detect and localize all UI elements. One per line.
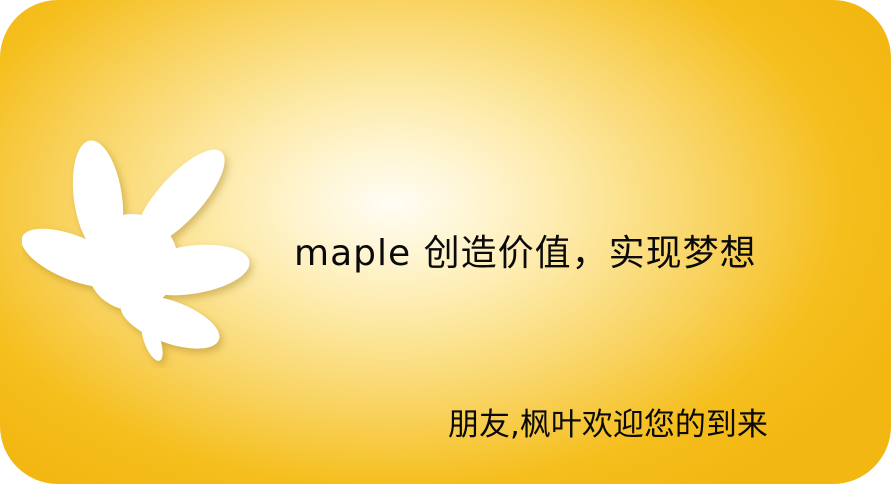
slogan-text: maple 创造价值，实现梦想 (294, 233, 757, 274)
maple-leaf-icon (22, 130, 260, 368)
welcome-text: 朋友,枫叶欢迎您的到来 (448, 407, 768, 443)
